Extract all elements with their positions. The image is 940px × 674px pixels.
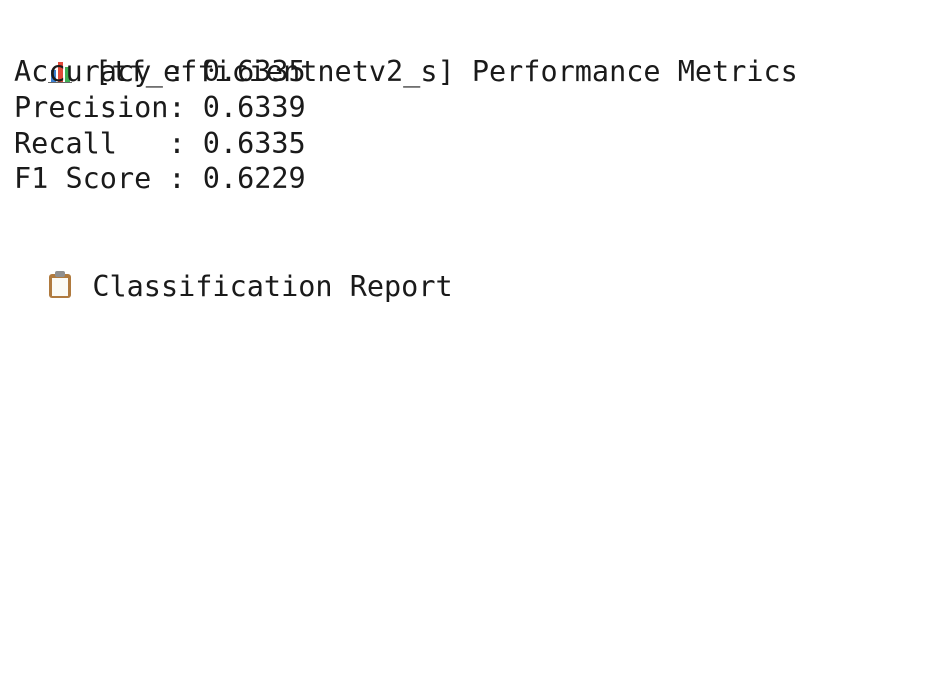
metric-label: Precision: <box>14 91 203 124</box>
performance-title: [tf_efficientnetv2_s] Performance Metric… <box>94 55 798 88</box>
bar-chart-icon <box>48 57 74 83</box>
metric-label: Recall : <box>14 127 203 160</box>
metric-value: 0.6229 <box>202 162 306 195</box>
metric-accuracy: Accuracy : 0.6335 <box>14 54 306 90</box>
clipboard-icon <box>48 271 72 299</box>
metric-value: 0.6339 <box>202 91 306 124</box>
metric-label: F1 Score : <box>14 162 203 195</box>
report-header: Classification Report <box>14 233 453 303</box>
metric-recall: Recall : 0.6335 <box>14 126 306 162</box>
metric-value: 0.6335 <box>202 55 306 88</box>
report-title: Classification Report <box>92 270 453 303</box>
metric-f1: F1 Score : 0.6229 <box>14 161 306 197</box>
metric-label: Accuracy : <box>14 55 203 88</box>
metric-precision: Precision: 0.6339 <box>14 90 306 126</box>
metric-value: 0.6335 <box>202 127 306 160</box>
performance-header: [tf_efficientnetv2_s] Performance Metric… <box>14 18 798 88</box>
